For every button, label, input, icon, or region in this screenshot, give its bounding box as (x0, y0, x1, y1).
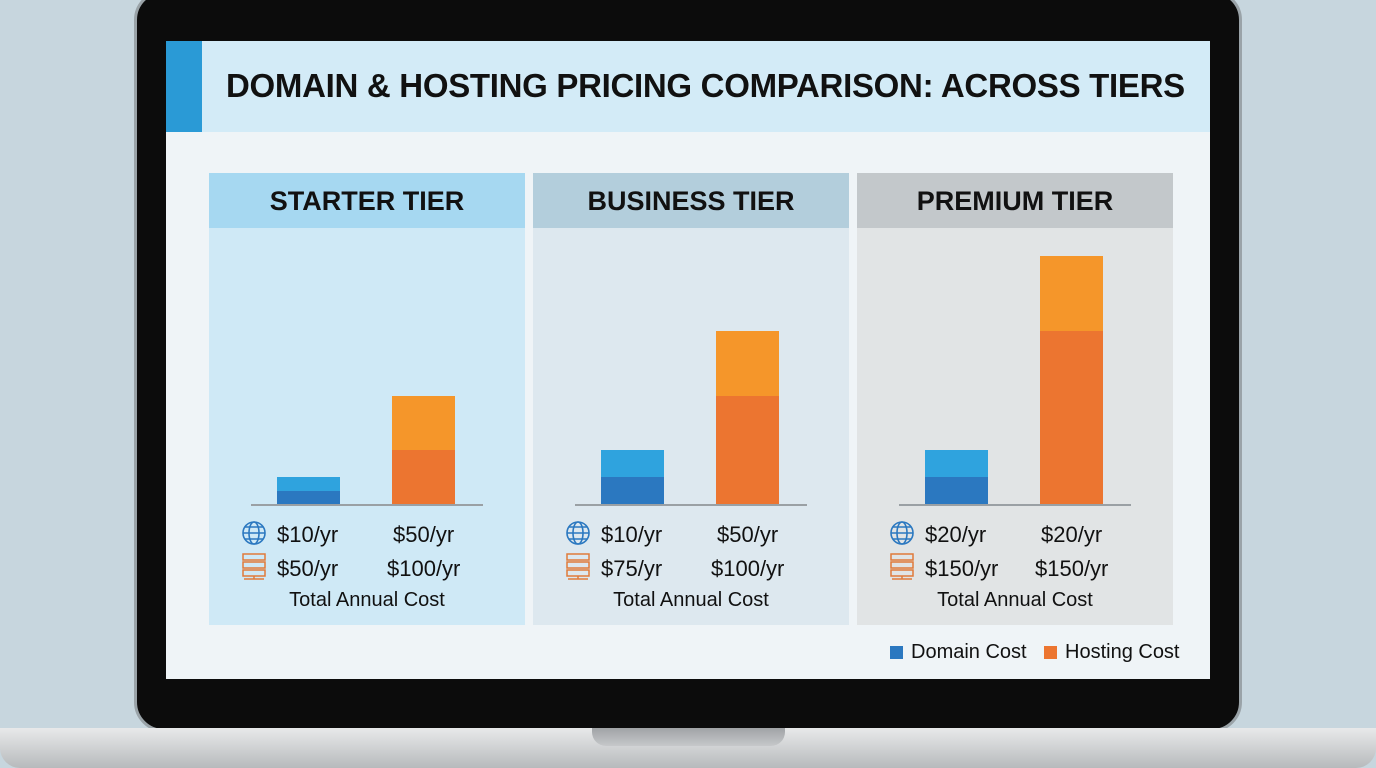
server-icon (565, 553, 591, 580)
globe-icon (889, 520, 915, 546)
value-label: $10/yr (277, 522, 339, 547)
baseline (575, 504, 807, 506)
baseline (251, 504, 483, 506)
value-label: $50/yr (393, 522, 455, 547)
value-label: $10/yr (601, 522, 663, 547)
tier-panel: PREMIUM TIER $20/yr $20/yr $150/yr $150/yr To… (857, 173, 1173, 625)
value-label: $150/yr (1035, 556, 1109, 581)
legend-label: Hosting Cost (1065, 641, 1180, 663)
value-label: $150/yr (925, 556, 999, 581)
baseline (899, 504, 1131, 506)
legend-domain: Domain Cost (890, 641, 1027, 664)
domain-bar-segment (601, 450, 664, 477)
hosting-bar-segment (392, 396, 455, 450)
globe-icon (565, 520, 591, 546)
server-icon (889, 553, 915, 580)
total-annual-cost-label: Total Annual Cost (937, 589, 1093, 611)
tier-panel: STARTER TIER $10/yr $50/yr $50/yr $100/yr Tot… (209, 173, 525, 625)
title-banner: DOMAIN & HOSTING PRICING COMPARISON: ACR… (166, 41, 1210, 132)
tier-panel: BUSINESS TIER $10/yr $50/yr $75/yr $100/yr To… (533, 173, 849, 625)
value-label: $50/yr (277, 556, 339, 581)
laptop-screen: DOMAIN & HOSTING PRICING COMPARISON: ACR… (166, 41, 1210, 679)
legend-label: Domain Cost (911, 641, 1027, 663)
hosting-bar-segment (392, 450, 455, 504)
domain-bar-segment (277, 477, 340, 491)
value-label: $20/yr (1041, 522, 1103, 547)
legend-swatch-domain (890, 646, 903, 659)
tier-header: STARTER TIER (209, 173, 525, 228)
title-accent (166, 41, 202, 132)
tier-header: BUSINESS TIER (533, 173, 849, 228)
globe-icon (241, 520, 267, 546)
domain-bar-segment (925, 477, 988, 504)
hosting-bar-segment (716, 396, 779, 504)
value-label: $100/yr (387, 556, 461, 581)
total-annual-cost-label: Total Annual Cost (289, 589, 445, 611)
hosting-bar-segment (1040, 255, 1103, 332)
hosting-bar-segment (716, 331, 779, 396)
total-annual-cost-label: Total Annual Cost (613, 589, 769, 611)
value-label: $75/yr (601, 556, 663, 581)
legend-swatch-hosting (1044, 646, 1057, 659)
value-label: $100/yr (711, 556, 785, 581)
hosting-bar-segment (1040, 331, 1103, 504)
legend-hosting: Hosting Cost (1044, 641, 1180, 664)
domain-bar-segment (277, 490, 340, 504)
laptop-notch (592, 728, 785, 746)
tier-header: PREMIUM TIER (857, 173, 1173, 228)
domain-bar-segment (601, 477, 664, 504)
chart-title: DOMAIN & HOSTING PRICING COMPARISON: ACR… (226, 67, 1185, 104)
server-icon (241, 553, 267, 580)
value-label: $20/yr (925, 522, 987, 547)
value-label: $50/yr (717, 522, 779, 547)
domain-bar-segment (925, 450, 988, 477)
